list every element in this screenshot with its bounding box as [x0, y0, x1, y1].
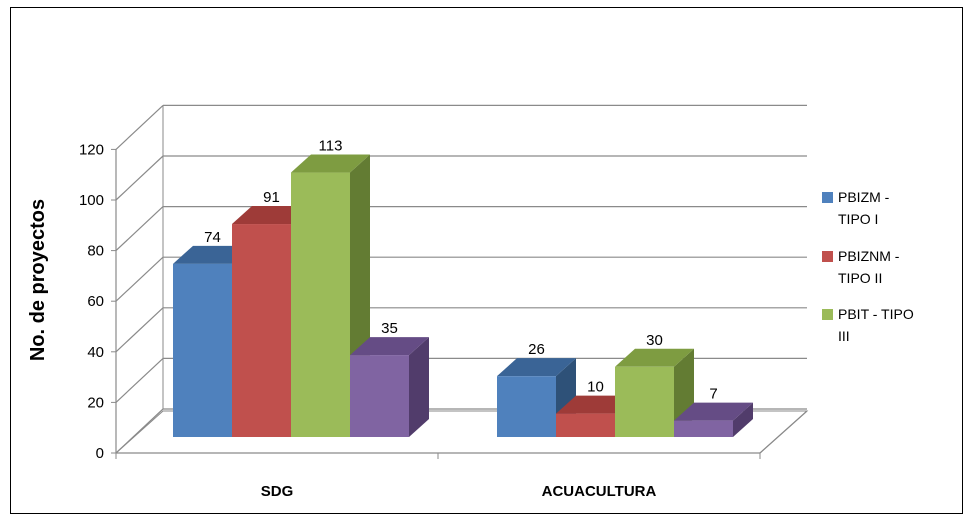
- bar-side: [733, 402, 753, 437]
- bar: [232, 224, 291, 437]
- data-label: 74: [204, 229, 221, 246]
- bar-top: [291, 154, 370, 173]
- data-label: 30: [646, 332, 663, 349]
- category-labels: SDG ACUACULTURA: [261, 483, 657, 500]
- bar: [556, 413, 615, 437]
- gridline-side: [115, 155, 164, 201]
- legend-swatch: [822, 192, 833, 203]
- bar: [497, 376, 556, 437]
- floor-right-edge: [759, 410, 808, 454]
- gridline-side: [115, 206, 164, 252]
- y-tick-label: 60: [87, 293, 104, 310]
- axes: [111, 148, 808, 459]
- category-label: ACUACULTURA: [542, 483, 657, 500]
- bar: [173, 263, 232, 437]
- data-label: 113: [319, 138, 343, 155]
- data-label: 7: [709, 386, 717, 403]
- data-label: 10: [587, 379, 604, 396]
- bar: [350, 355, 409, 437]
- data-label: 35: [381, 320, 398, 337]
- y-tick-label: 100: [79, 192, 104, 209]
- gridline-side: [115, 408, 164, 454]
- legend-label: PBIZNM -TIPO II: [838, 248, 900, 286]
- data-labels: 74 91 113 35 26 10 30 7: [204, 138, 718, 403]
- y-axis-label: No. de proyectos: [27, 199, 49, 361]
- bar: [615, 366, 674, 437]
- gridline-side: [115, 357, 164, 403]
- y-tick-label: 120: [79, 141, 104, 158]
- y-tick-label: 20: [87, 394, 104, 411]
- y-tick-label: 40: [87, 344, 104, 361]
- bar-top: [350, 337, 429, 356]
- bar-top: [615, 348, 694, 367]
- bar-top: [497, 358, 576, 377]
- y-tick-label: 0: [96, 445, 104, 462]
- legend-label: PBIT - TIPO III: [838, 306, 914, 344]
- data-label: 26: [528, 341, 545, 358]
- bar-top: [674, 402, 753, 421]
- bar: [674, 420, 733, 437]
- bar-side: [409, 337, 429, 437]
- bar: [291, 172, 350, 437]
- gridline-side: [115, 104, 164, 150]
- legend-swatch: [822, 251, 833, 262]
- bars: [173, 154, 753, 437]
- category-label: SDG: [261, 483, 294, 500]
- legend: PBIZM -TIPO I PBIZNM -TIPO II PBIT - TIPO I…: [822, 189, 914, 344]
- legend-label: PBIZM -TIPO I: [838, 189, 890, 227]
- y-tick-label: 80: [87, 243, 104, 260]
- y-tick-labels: 0 20 40 60 80 100 120: [79, 141, 104, 462]
- gridline-side: [115, 256, 164, 302]
- gridline-side: [115, 307, 164, 353]
- data-label: 91: [263, 189, 280, 206]
- legend-swatch: [822, 309, 833, 320]
